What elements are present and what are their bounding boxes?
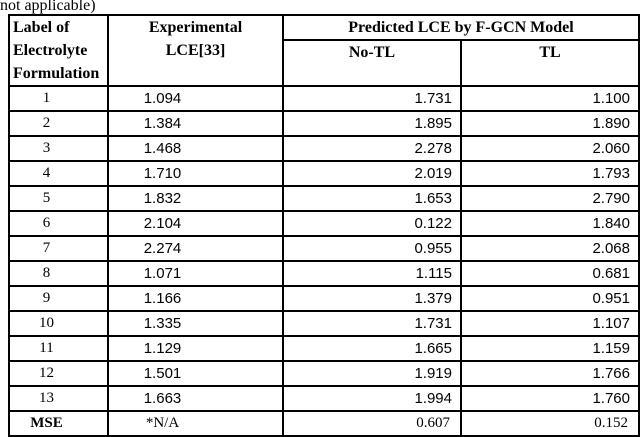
no-tl-value-cell: 0.607 xyxy=(282,410,462,437)
tl-value-cell: 1.793 xyxy=(460,160,640,187)
experimental-value-cell: 1.335 xyxy=(107,310,284,337)
tl-value-cell: 2.068 xyxy=(460,235,640,262)
row-label-cell: 4 xyxy=(8,160,109,187)
tl-value-cell: 1.890 xyxy=(460,110,640,137)
row-label-cell: 7 xyxy=(8,235,109,262)
row-label-cell: 10 xyxy=(8,310,109,337)
experimental-value-cell: 1.832 xyxy=(107,185,284,212)
experimental-value-cell: 1.501 xyxy=(107,360,284,387)
no-tl-value-cell: 1.731 xyxy=(282,310,462,337)
row-label-cell: MSE xyxy=(8,410,109,437)
experimental-value-cell: *N/A xyxy=(107,410,284,437)
no-tl-value-cell: 0.122 xyxy=(282,210,462,237)
experimental-value-cell: 1.663 xyxy=(107,385,284,412)
table-row: 8 1.071 1.115 0.681 xyxy=(8,260,640,287)
no-tl-value-cell: 1.379 xyxy=(282,285,462,312)
table-row: 12 1.501 1.919 1.766 xyxy=(8,360,640,387)
table-caption: not applicable) xyxy=(0,0,96,14)
row-label-cell: 13 xyxy=(8,385,109,412)
experimental-value-cell: 1.071 xyxy=(107,260,284,287)
experimental-value-cell: 1.710 xyxy=(107,160,284,187)
table-row: 4 1.710 2.019 1.793 xyxy=(8,160,640,187)
tl-value-cell: 1.840 xyxy=(460,210,640,237)
table-row: 3 1.468 2.278 2.060 xyxy=(8,135,640,162)
no-tl-column-header: No-TL xyxy=(282,39,462,87)
no-tl-value-cell: 1.665 xyxy=(282,335,462,362)
no-tl-value-cell: 1.994 xyxy=(282,385,462,412)
table-row: 7 2.274 0.955 2.068 xyxy=(8,235,640,262)
label-column-header: Label of Electrolyte Formulation xyxy=(8,14,109,87)
experimental-value-cell: 1.129 xyxy=(107,335,284,362)
no-tl-value-cell: 0.955 xyxy=(282,235,462,262)
tl-value-cell: 0.152 xyxy=(460,410,640,437)
experimental-column-header: Experimental LCE[33] xyxy=(107,14,284,87)
tl-column-header: TL xyxy=(460,39,640,87)
tl-value-cell: 1.159 xyxy=(460,335,640,362)
tl-value-cell: 0.681 xyxy=(460,260,640,287)
predicted-group-header: Predicted LCE by F-GCN Model xyxy=(282,14,640,41)
experimental-value-cell: 1.384 xyxy=(107,110,284,137)
tl-value-cell: 1.107 xyxy=(460,310,640,337)
row-label-cell: 6 xyxy=(8,210,109,237)
row-label-cell: 8 xyxy=(8,260,109,287)
table-row: 13 1.663 1.994 1.760 xyxy=(8,385,640,412)
no-tl-value-cell: 1.653 xyxy=(282,185,462,212)
table-row: 9 1.166 1.379 0.951 xyxy=(8,285,640,312)
header-row-sub: No-TL TL xyxy=(9,39,640,87)
row-label-cell: 2 xyxy=(8,110,109,137)
no-tl-value-cell: 1.919 xyxy=(282,360,462,387)
experimental-value-cell: 1.166 xyxy=(107,285,284,312)
header-row-top: Label of Electrolyte Formulation Experim… xyxy=(8,14,640,87)
no-tl-value-cell: 2.278 xyxy=(282,135,462,162)
row-label-cell: 3 xyxy=(8,135,109,162)
mse-row: MSE *N/A 0.607 0.152 xyxy=(8,410,640,437)
no-tl-value-cell: 1.115 xyxy=(282,260,462,287)
table-row: 10 1.335 1.731 1.107 xyxy=(8,310,640,337)
table-row: 2 1.384 1.895 1.890 xyxy=(8,110,640,137)
tl-value-cell: 1.100 xyxy=(460,85,640,112)
experimental-value-cell: 2.104 xyxy=(107,210,284,237)
row-label-cell: 9 xyxy=(8,285,109,312)
row-label-cell: 11 xyxy=(8,335,109,362)
table-row: 6 2.104 0.122 1.840 xyxy=(8,210,640,237)
tl-value-cell: 2.060 xyxy=(460,135,640,162)
no-tl-value-cell: 2.019 xyxy=(282,160,462,187)
no-tl-value-cell: 1.731 xyxy=(282,85,462,112)
no-tl-value-cell: 1.895 xyxy=(282,110,462,137)
tl-value-cell: 2.790 xyxy=(460,185,640,212)
row-label-cell: 12 xyxy=(8,360,109,387)
table-row: 11 1.129 1.665 1.159 xyxy=(8,335,640,362)
experimental-value-cell: 2.274 xyxy=(107,235,284,262)
table-row: 1 1.094 1.731 1.100 xyxy=(8,85,640,112)
experimental-value-cell: 1.094 xyxy=(107,85,284,112)
table-row: 5 1.832 1.653 2.790 xyxy=(8,185,640,212)
row-label-cell: 1 xyxy=(8,85,109,112)
experimental-value-cell: 1.468 xyxy=(107,135,284,162)
row-label-cell: 5 xyxy=(8,185,109,212)
tl-value-cell: 0.951 xyxy=(460,285,640,312)
tl-value-cell: 1.766 xyxy=(460,360,640,387)
tl-value-cell: 1.760 xyxy=(460,385,640,412)
results-table: Label of Electrolyte Formulation Experim… xyxy=(8,14,640,437)
